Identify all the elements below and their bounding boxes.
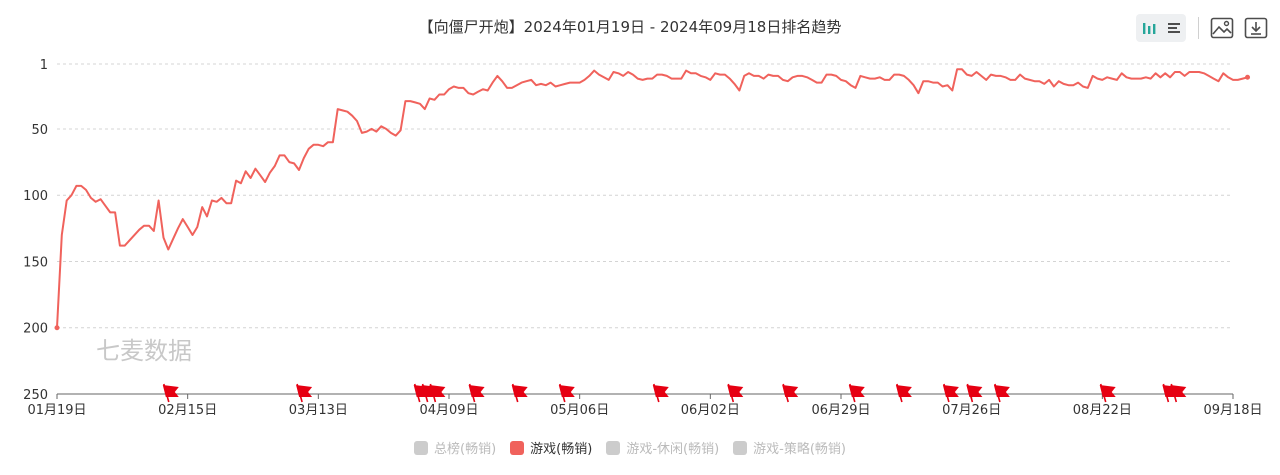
x-tick-label: 03月13日 [289,403,348,418]
event-flag-icon[interactable] [162,383,179,403]
legend-item[interactable]: 游戏-休闲(畅销) [606,438,719,457]
legend-swatch [510,440,525,455]
grid-lines [57,63,1233,329]
watermark-text: 七麦数据 [96,337,192,365]
series-line[interactable] [56,68,1248,328]
event-flag-icon[interactable] [782,383,799,403]
x-tick-label: 02月15日 [158,403,217,418]
chart-toolbar [1136,14,1269,42]
event-flag-icon[interactable] [511,383,528,403]
image-icon[interactable] [1209,15,1235,41]
x-tick-label: 04月09日 [419,403,478,418]
series-end-point[interactable] [1245,74,1251,80]
event-flags [162,383,1187,403]
legend-item[interactable]: 游戏(畅销) [510,438,592,457]
event-flag-icon[interactable] [942,383,959,403]
x-tick-label: 01月19日 [27,403,86,418]
x-tick-label: 09月18日 [1203,403,1262,418]
event-flag-icon[interactable] [296,383,313,403]
legend-label: 游戏(畅销) [530,442,593,457]
legend-label: 总榜(畅销) [434,442,497,457]
series-start-point[interactable] [54,325,60,331]
list-icon[interactable] [1161,15,1186,41]
legend-item[interactable]: 游戏-策略(畅销) [733,438,846,457]
bar-chart-icon[interactable] [1136,15,1161,41]
event-flag-icon[interactable] [468,383,485,403]
y-tick-label: 100 [23,189,48,204]
event-flag-icon[interactable] [727,383,744,403]
event-flag-icon[interactable] [558,383,575,403]
legend-label: 游戏-休闲(畅销) [626,442,720,457]
event-flag-icon[interactable] [966,383,983,403]
event-flag-icon[interactable] [429,383,446,403]
x-tick-label: 08月22日 [1073,403,1132,418]
toolbar-divider [1198,17,1199,39]
y-tick-label: 50 [31,123,48,138]
event-flag-icon[interactable] [993,383,1010,403]
y-tick-label: 200 [23,322,48,337]
y-tick-label: 1 [40,58,48,73]
event-flag-icon[interactable] [895,383,912,403]
x-tick-label: 07月26日 [942,403,1001,418]
y-tick-label: 250 [23,388,48,403]
legend-swatch [414,440,428,455]
y-tick-label: 150 [23,255,48,270]
chart-type-toggle[interactable] [1136,14,1186,42]
chart-legend: 总榜(畅销) 游戏(畅销) 游戏-休闲(畅销) 游戏-策略(畅销) [0,438,1260,457]
event-flag-icon[interactable] [1170,383,1187,403]
x-tick-label: 06月02日 [681,403,740,418]
event-flag-icon[interactable] [652,383,669,403]
legend-swatch [606,440,621,455]
legend-item[interactable]: 总榜(畅销) [414,438,496,457]
download-icon[interactable] [1243,15,1269,41]
x-axis: 01月19日 02月15日 03月13日 04月09日 05月06日 06月02日 06月2… [27,393,1263,418]
series-game-bestseller [54,68,1251,331]
chart-title: 【向僵尸开炮】2024年01月19日 - 2024年09月18日排名趋势 [418,18,842,36]
event-flag-icon[interactable] [848,383,865,403]
legend-label: 游戏-策略(畅销) [753,442,846,457]
legend-swatch [733,440,748,455]
event-flag-icon[interactable] [1099,383,1116,403]
x-tick-label: 06月29日 [811,403,870,418]
x-tick-label: 05月06日 [550,403,609,418]
